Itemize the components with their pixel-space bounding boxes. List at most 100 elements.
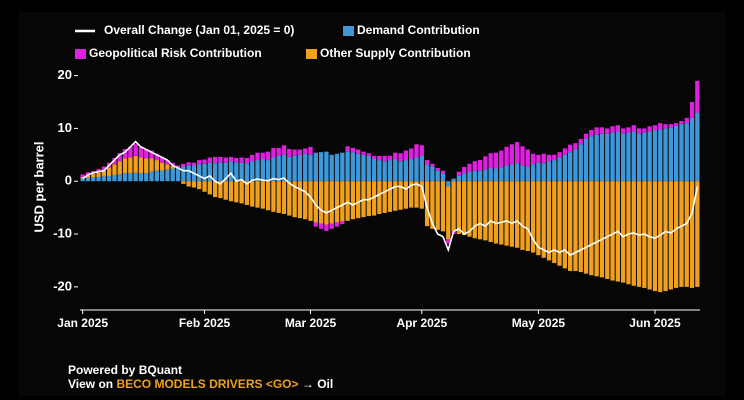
bar-segment	[80, 178, 85, 182]
bar-segment	[674, 123, 679, 126]
bar-segment	[472, 170, 477, 182]
bar-segment	[218, 162, 223, 182]
bar-segment	[265, 160, 271, 182]
bar-segment	[525, 181, 530, 251]
bar-segment	[668, 127, 674, 182]
bar-segment	[149, 150, 154, 159]
bar-segment	[144, 173, 149, 182]
bar-segment	[594, 127, 599, 135]
bar-segment	[541, 181, 546, 258]
bar-segment	[530, 153, 536, 165]
bar-segment	[149, 171, 154, 182]
bar-segment	[144, 158, 149, 174]
bar-segment	[573, 181, 578, 272]
bar-segment	[80, 174, 85, 177]
bar-segment	[642, 132, 647, 182]
bar-segment	[424, 181, 430, 227]
bar-segment	[244, 157, 250, 164]
bar-segment	[371, 181, 377, 216]
bar-segment	[377, 181, 382, 214]
footer-view-text: View on	[68, 377, 113, 391]
bar-segment	[647, 131, 652, 182]
bar-segment	[509, 164, 515, 182]
bar-segment	[133, 155, 138, 173]
bar-segment	[345, 151, 350, 182]
bar-segment	[583, 138, 589, 182]
bar-segment	[472, 181, 477, 239]
bar-segment	[626, 132, 631, 182]
bar-segment	[186, 162, 191, 166]
bar-segment	[589, 181, 594, 276]
bar-segment	[552, 154, 557, 161]
bar-segment	[424, 164, 430, 182]
bar-segment	[446, 239, 451, 244]
bar-segment	[234, 157, 239, 163]
bar-segment	[202, 163, 207, 182]
bar-segment	[186, 181, 191, 187]
bar-segment	[652, 125, 658, 131]
bar-segment	[419, 145, 424, 156]
bar-segment	[223, 157, 228, 163]
bar-segment	[356, 153, 361, 182]
bar-segment	[117, 153, 122, 162]
bar-segment	[324, 224, 329, 231]
bar-segment	[292, 149, 297, 156]
bar-segment	[366, 155, 371, 182]
bar-segment	[313, 152, 318, 182]
bar-segment	[409, 181, 414, 208]
bar-segment	[663, 128, 668, 182]
bar-segment	[250, 161, 255, 182]
bar-segment	[85, 178, 91, 182]
bar-segment	[101, 175, 106, 182]
bar-segment	[546, 161, 552, 182]
bar-segment	[536, 154, 541, 163]
bar-segment	[435, 170, 440, 182]
bar-segment	[689, 181, 695, 288]
bar-segment	[689, 101, 695, 118]
bar-segment	[462, 166, 467, 174]
bar-segment	[223, 181, 228, 200]
bar-segment	[303, 153, 308, 182]
bar-segment	[414, 144, 419, 158]
bar-segment	[393, 159, 398, 182]
bar-segment	[106, 168, 112, 176]
bar-segment	[615, 125, 621, 132]
bar-segment	[250, 181, 255, 207]
y-axis-label: USD per barrel	[31, 141, 46, 232]
bar-segment	[451, 178, 456, 182]
bar-segment	[663, 124, 668, 129]
bar-segment	[244, 181, 250, 205]
bar-segment	[303, 181, 308, 220]
bar-segment	[652, 181, 658, 292]
bar-segment	[212, 156, 218, 164]
footer-powered: Powered by BQuant	[68, 363, 182, 377]
bar-segment	[509, 144, 515, 165]
bar-segment	[398, 181, 403, 210]
bar-segment	[159, 162, 165, 171]
bar-segment	[165, 164, 170, 170]
bar-segment	[101, 166, 106, 171]
bar-segment	[313, 222, 318, 227]
bar-segment	[329, 154, 334, 182]
bar-segment	[223, 162, 228, 182]
bar-segment	[361, 151, 366, 155]
bar-segment	[324, 181, 329, 225]
legend-swatch	[306, 49, 317, 59]
bar-segment	[128, 173, 133, 182]
bar-segment	[356, 181, 361, 219]
bar-segment	[340, 181, 345, 222]
bar-segment	[472, 161, 477, 171]
bar-segment	[382, 181, 387, 213]
bar-segment	[398, 161, 403, 182]
bar-segment	[446, 186, 451, 240]
bar-segment	[181, 163, 186, 167]
bar-segment	[138, 157, 144, 174]
y-tick-label: -20	[53, 278, 72, 293]
bar-segment	[112, 164, 117, 175]
bar-segment	[594, 134, 599, 182]
bar-segment	[504, 181, 509, 246]
bar-segment	[515, 181, 520, 248]
bar-segment	[154, 153, 159, 161]
bar-segment	[636, 128, 642, 134]
